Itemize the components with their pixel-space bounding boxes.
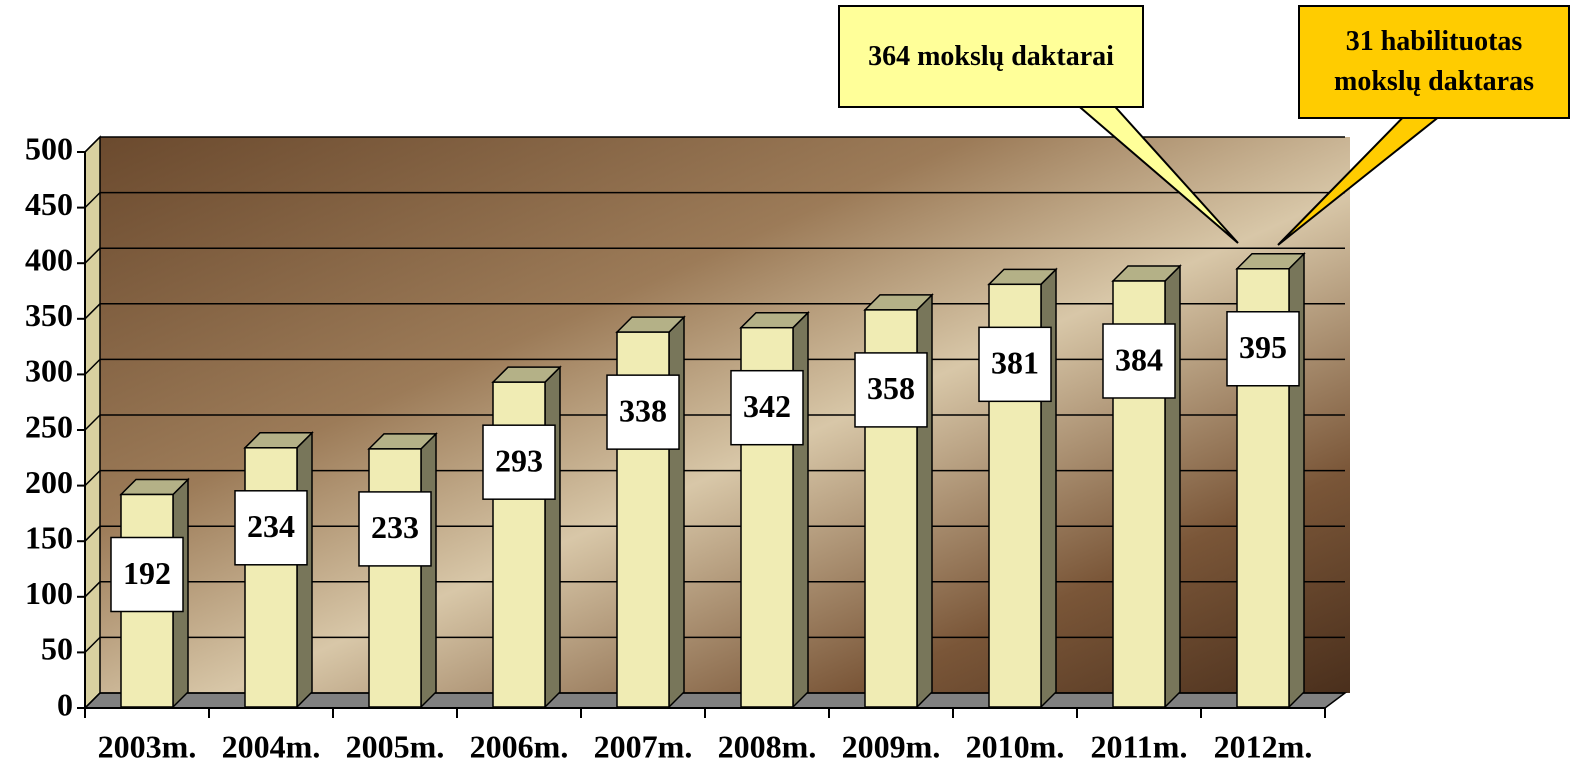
value-label: 338 bbox=[619, 392, 667, 428]
y-tick-label: 200 bbox=[25, 464, 73, 500]
value-label-box bbox=[1102, 323, 1176, 399]
value-label: 384 bbox=[1115, 341, 1163, 377]
bar-front bbox=[368, 448, 422, 708]
y-tick-label: 50 bbox=[41, 631, 73, 667]
value-label-box bbox=[234, 490, 308, 566]
bar-front bbox=[244, 447, 298, 708]
grid-line bbox=[84, 692, 101, 709]
grid-line bbox=[84, 525, 101, 542]
x-tick-label: 2010m. bbox=[966, 728, 1065, 764]
value-label: 358 bbox=[867, 370, 915, 406]
value-label: 395 bbox=[1239, 329, 1287, 365]
y-tick-label: 250 bbox=[25, 408, 73, 444]
grid-line bbox=[84, 636, 101, 653]
x-tick-label: 2009m. bbox=[842, 728, 941, 764]
value-label-box bbox=[1226, 311, 1300, 387]
annotation: 364 mokslų daktarai bbox=[838, 5, 1144, 108]
x-tick-label: 2012m. bbox=[1214, 728, 1313, 764]
y-tick-label: 450 bbox=[25, 186, 73, 222]
y-tick-label: 300 bbox=[25, 353, 73, 389]
bar bbox=[243, 430, 314, 709]
bar bbox=[367, 432, 438, 709]
value-label: 293 bbox=[495, 443, 543, 479]
grid-line bbox=[84, 470, 101, 487]
value-label-box bbox=[358, 491, 432, 567]
y-tick-label: 350 bbox=[25, 297, 73, 333]
grid-line bbox=[84, 303, 101, 320]
bar-side bbox=[544, 365, 561, 709]
value-label: 381 bbox=[991, 345, 1039, 381]
y-tick-label: 150 bbox=[25, 520, 73, 556]
annotation: 31 habilituotas mokslų daktaras bbox=[1298, 5, 1570, 119]
value-label-box bbox=[854, 352, 928, 428]
value-label: 234 bbox=[247, 508, 295, 544]
x-tick-label: 2005m. bbox=[346, 728, 445, 764]
x-tick-label: 2003m. bbox=[98, 728, 197, 764]
value-label: 342 bbox=[743, 388, 791, 424]
x-tick-label: 2007m. bbox=[594, 728, 693, 764]
value-label-box bbox=[730, 369, 804, 446]
bar bbox=[491, 365, 562, 709]
grid-line bbox=[84, 358, 101, 375]
grid-line bbox=[84, 192, 101, 209]
y-tick-label: 100 bbox=[25, 575, 73, 611]
grid-line bbox=[84, 247, 101, 264]
grid-line bbox=[84, 581, 101, 598]
x-tick-label: 2006m. bbox=[470, 728, 569, 764]
value-label: 192 bbox=[123, 555, 171, 591]
x-tick-label: 2004m. bbox=[222, 728, 321, 764]
y-tick-label: 400 bbox=[25, 242, 73, 278]
bar-side bbox=[420, 432, 437, 709]
x-tick-label: 2008m. bbox=[718, 728, 817, 764]
y-tick-label: 500 bbox=[25, 130, 73, 166]
value-label-box bbox=[606, 374, 680, 450]
value-label-box bbox=[978, 326, 1052, 403]
grid-line bbox=[84, 136, 101, 153]
y-tick-label: 0 bbox=[57, 686, 73, 722]
value-label-box bbox=[110, 536, 184, 613]
x-tick-label: 2011m. bbox=[1091, 728, 1188, 764]
value-label: 233 bbox=[371, 509, 419, 545]
grid-line bbox=[84, 414, 101, 431]
bar-side bbox=[296, 430, 313, 709]
value-label-box bbox=[482, 424, 556, 500]
